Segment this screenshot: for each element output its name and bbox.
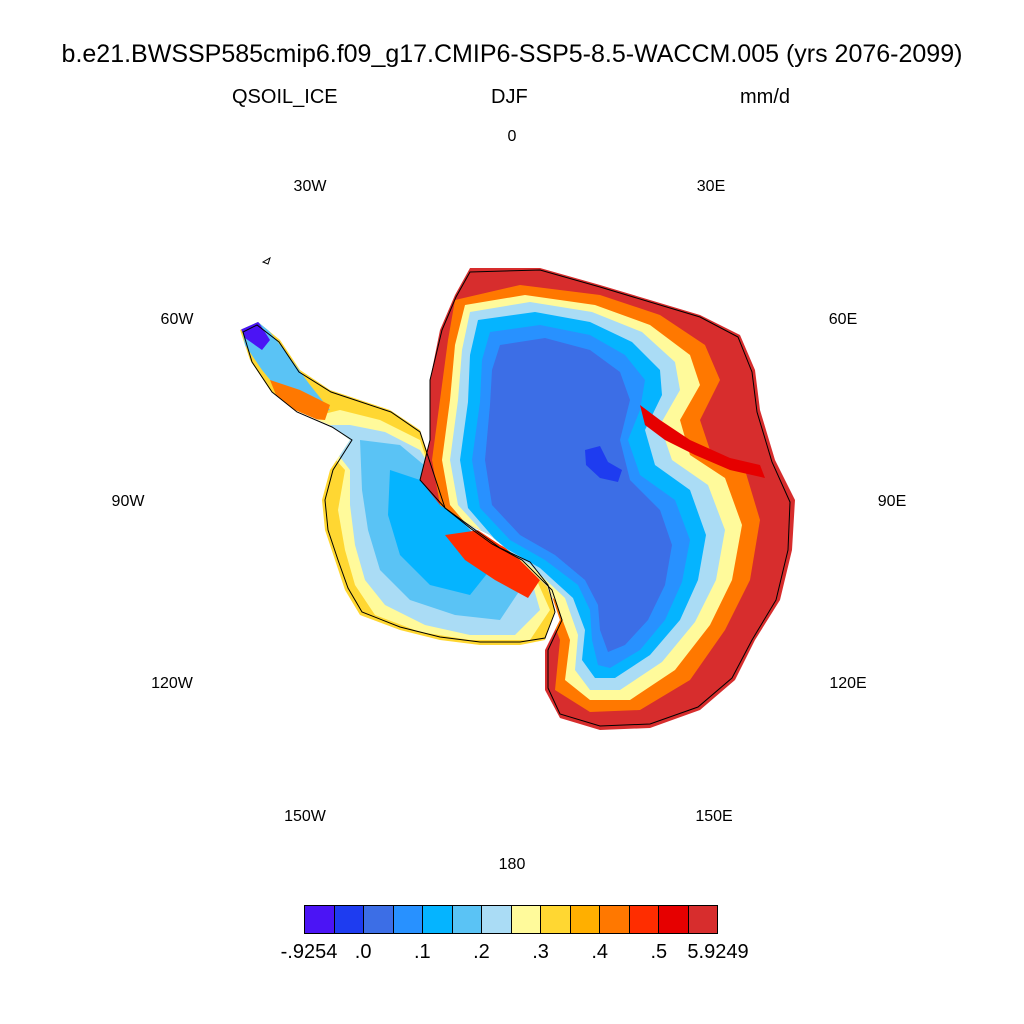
variable-label: QSOIL_ICE [232,86,338,108]
lon-label-60e: 60E [829,311,857,328]
colorbar-swatch [364,906,394,933]
colorbar-label: .3 [532,941,549,963]
colorbar-swatch [629,906,659,933]
colorbar-label: .2 [473,941,490,963]
lon-label-90e: 90E [878,493,906,510]
longitude-labels: 0 30E 60E 90E 120E 150E 180 150W 120W 90… [112,128,907,873]
lon-label-30e: 30E [697,178,725,195]
colorbar-swatch [482,906,512,933]
east-antarctica-field [420,268,795,730]
plot-title: b.e21.BWSSP585cmip6.f09_g17.CMIP6-SSP5-8… [61,40,963,68]
lon-label-60w: 60W [161,311,195,328]
lon-label-150w: 150W [284,808,327,825]
colorbar-label: .1 [413,941,431,963]
colorbar [304,905,718,934]
colorbar-swatch [570,906,600,933]
colorbar-swatch [334,906,364,933]
lon-label-180: 180 [499,856,526,873]
colorbar-label: -.9254 [280,941,338,963]
season-label: DJF [491,86,528,108]
colorbar-swatch [541,906,571,933]
lon-label-30w: 30W [294,178,328,195]
colorbar-swatch [305,906,335,933]
colorbar-swatch [393,906,423,933]
colorbar-swatch [452,906,482,933]
lon-label-150e: 150E [695,808,732,825]
colorbar-label: .4 [591,941,609,963]
coastline [242,256,791,727]
colorbar-swatch [511,906,541,933]
colorbar-label: .5 [650,941,668,963]
colorbar-swatch [423,906,453,933]
colorbar-swatch [600,906,630,933]
units-label: mm/d [740,86,790,108]
colorbar-label: .0 [354,941,372,963]
colorbar-swatch [688,906,717,933]
lon-label-120e: 120E [829,675,866,692]
lon-label-90w: 90W [112,493,146,510]
lon-label-120w: 120W [151,675,194,692]
lon-label-0: 0 [508,128,517,145]
colorbar-swatch [659,906,689,933]
colorbar-label: 5.9249 [687,941,749,963]
